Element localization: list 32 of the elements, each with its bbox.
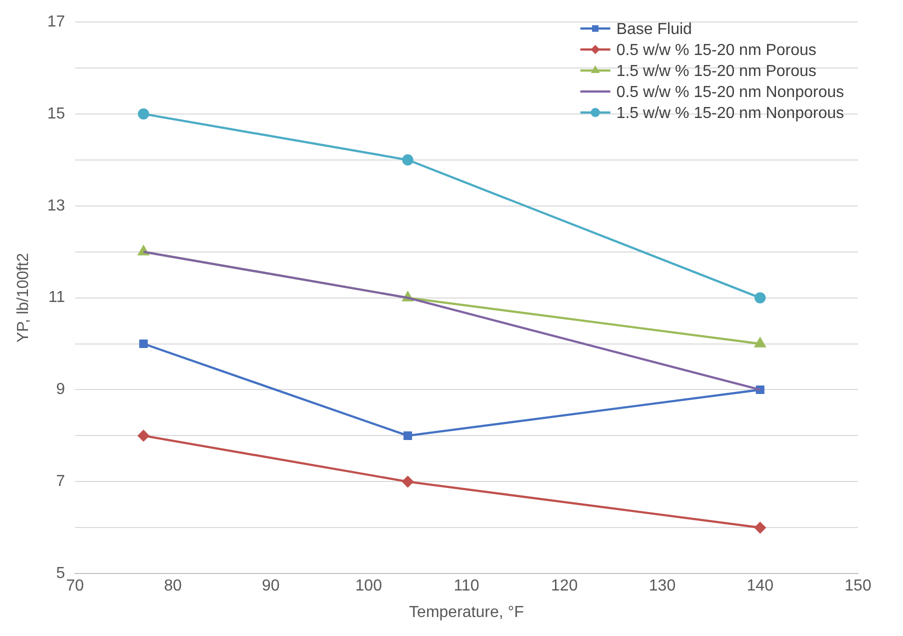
y-tick-label: 7	[56, 473, 66, 490]
legend-label: 1.5 w/w % 15-20 nm Porous	[616, 62, 816, 80]
y-tick-label: 9	[56, 381, 66, 398]
x-tick-label: 90	[262, 578, 280, 595]
x-tick-label: 100	[355, 578, 382, 595]
point	[139, 339, 148, 348]
x-axis-title: Temperature, °F	[409, 604, 524, 621]
y-axis-title: YP, lb/100ft2	[15, 252, 32, 343]
x-tick-label: 140	[746, 578, 774, 595]
point	[402, 154, 414, 166]
point	[754, 292, 766, 304]
y-tick-label: 15	[47, 105, 66, 122]
x-tick-label: 120	[551, 578, 578, 595]
point	[754, 338, 766, 348]
legend-label: Base Fluid	[616, 20, 692, 38]
point	[403, 431, 412, 440]
point	[138, 108, 150, 120]
point	[138, 430, 150, 442]
legend-label: 1.5 w/w % 15-20 nm Nonporous	[616, 104, 844, 122]
y-tick-label: 13	[47, 197, 66, 214]
x-tick-label: 80	[164, 578, 182, 595]
y-tick-label: 17	[47, 13, 66, 30]
point	[402, 476, 414, 488]
x-tick-label: 150	[844, 578, 872, 595]
x-tick-label: 110	[454, 578, 480, 595]
legend-label: 0.5 w/w % 15-20 nm Nonporous	[616, 84, 844, 101]
y-tick-label: 5	[56, 565, 66, 582]
x-tick-label: 130	[648, 578, 676, 595]
point	[754, 522, 766, 534]
legend-label: 0.5 w/w % 15-20 nm Porous	[616, 42, 816, 59]
y-tick-label: 11	[48, 289, 66, 306]
x-tick-label: 70	[66, 578, 84, 595]
